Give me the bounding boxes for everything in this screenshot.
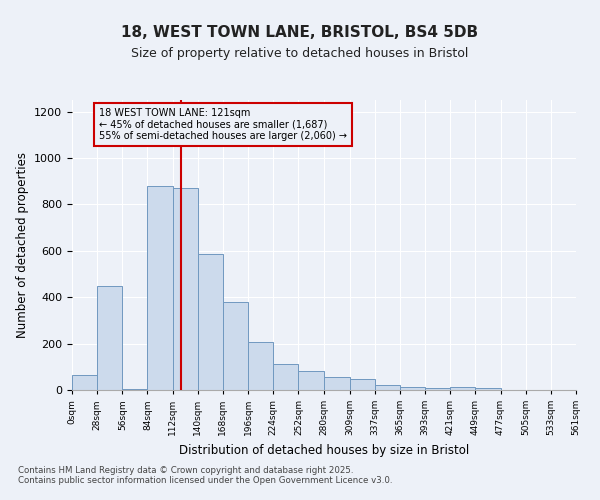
- Bar: [425, 388, 450, 390]
- Bar: [122, 389, 148, 390]
- Bar: [323, 377, 350, 390]
- X-axis label: Distribution of detached houses by size in Bristol: Distribution of detached houses by size …: [179, 444, 469, 456]
- Bar: [475, 388, 500, 390]
- Bar: [97, 286, 122, 390]
- Text: Size of property relative to detached houses in Bristol: Size of property relative to detached ho…: [131, 48, 469, 60]
- Bar: [248, 342, 273, 390]
- Bar: [375, 386, 400, 390]
- Bar: [273, 364, 298, 390]
- Y-axis label: Number of detached properties: Number of detached properties: [16, 152, 29, 338]
- Bar: [173, 188, 198, 390]
- Text: Contains HM Land Registry data © Crown copyright and database right 2025.
Contai: Contains HM Land Registry data © Crown c…: [18, 466, 392, 485]
- Text: 18, WEST TOWN LANE, BRISTOL, BS4 5DB: 18, WEST TOWN LANE, BRISTOL, BS4 5DB: [121, 25, 479, 40]
- Bar: [298, 372, 323, 390]
- Bar: [400, 386, 425, 390]
- Bar: [148, 186, 173, 390]
- Bar: [450, 387, 475, 390]
- Bar: [223, 302, 248, 390]
- Bar: [350, 379, 375, 390]
- Bar: [198, 254, 223, 390]
- Text: 18 WEST TOWN LANE: 121sqm
← 45% of detached houses are smaller (1,687)
55% of se: 18 WEST TOWN LANE: 121sqm ← 45% of detac…: [99, 108, 347, 142]
- Bar: [72, 375, 97, 390]
